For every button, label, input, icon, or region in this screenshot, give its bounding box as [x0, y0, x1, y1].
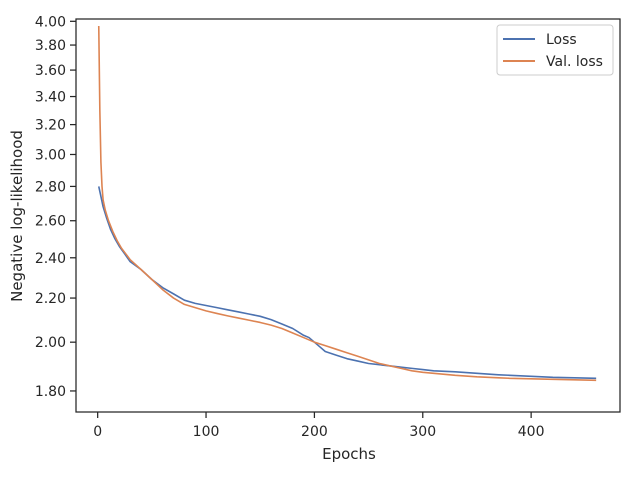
x-tick-label: 200 — [301, 424, 328, 440]
y-axis: 1.80 2.00 2.20 2.40 2.60 2.80 3.00 3.20 3.40 3.60… — [35, 14, 76, 400]
x-axis-label: Epochs — [322, 445, 376, 463]
y-tick-label: 3.00 — [35, 147, 66, 163]
y-tick-label: 3.20 — [35, 118, 66, 134]
legend: Loss Val. loss — [496, 24, 614, 76]
x-tick-label: 0 — [93, 424, 102, 440]
y-tick-label: 2.60 — [35, 214, 66, 230]
x-axis: 0 100 200 300 400 — [93, 412, 545, 440]
y-tick-label: 2.00 — [35, 335, 66, 351]
plot-frame — [75, 18, 621, 413]
y-tick-label: 2.80 — [35, 179, 66, 195]
y-tick-label: 2.20 — [35, 291, 66, 307]
y-tick-label: 3.40 — [35, 90, 66, 106]
y-tick-label: 4.00 — [35, 14, 66, 30]
legend-box — [496, 24, 614, 76]
y-axis-label: Negative log-likelihood — [8, 130, 26, 302]
series-line-val-loss — [97, 25, 597, 382]
y-tick-label: 1.80 — [35, 384, 66, 400]
series-layer — [97, 25, 597, 382]
y-tick-label: 3.80 — [35, 38, 66, 54]
x-tick-label: 300 — [409, 424, 436, 440]
legend-label-loss: Loss — [546, 32, 577, 48]
legend-label-val-loss: Val. loss — [546, 54, 603, 70]
x-tick-label: 100 — [193, 424, 220, 440]
x-tick-label: 400 — [518, 424, 545, 440]
y-tick-label: 3.60 — [35, 63, 66, 79]
y-tick-label: 2.40 — [35, 251, 66, 267]
